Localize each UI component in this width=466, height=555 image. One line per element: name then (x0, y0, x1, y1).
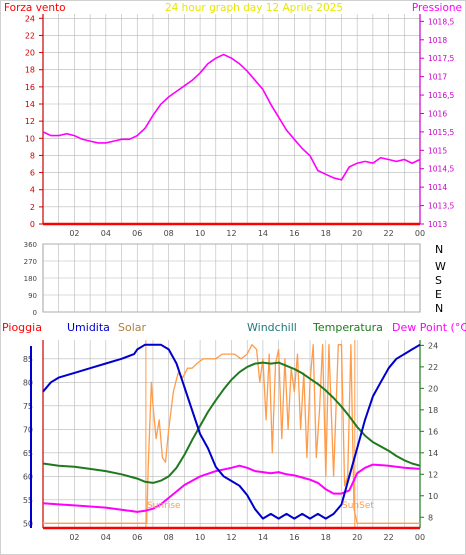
wind-tick-label: 4 (30, 186, 35, 195)
humidity-tick-label: 80 (23, 378, 33, 387)
series-pressione (42, 53, 421, 181)
compass-label: N (435, 302, 443, 315)
x-tick-label: 20 (352, 533, 362, 542)
wind-tick-label: 24 (25, 14, 35, 23)
x-tick-label: 10 (195, 533, 205, 542)
x-tick-label: 14 (258, 229, 268, 238)
x-tick-label: 06 (132, 533, 142, 542)
x-tick-label: 04 (101, 533, 111, 542)
temperature-label: Temperatura (312, 321, 383, 334)
x-tick-label: 20 (352, 229, 362, 238)
pressure-tick-label: 1014 (428, 183, 447, 192)
temperature-tick-label: 12 (428, 470, 438, 479)
temperature-tick-label: 18 (428, 406, 438, 415)
pressure-tick-label: 1018 (428, 36, 447, 45)
temperature-tick-label: 24 (428, 341, 438, 350)
direction-tick-label: 90 (28, 292, 37, 300)
humidity-tick-label: 65 (23, 449, 33, 458)
x-tick-label: 04 (101, 229, 111, 238)
x-tick-label: 18 (321, 229, 331, 238)
humidity-label: Umidita (67, 321, 110, 334)
x-tick-label: 12 (226, 229, 236, 238)
pressure-tick-label: 1013 (428, 220, 447, 229)
x-tick-label: 06 (132, 229, 142, 238)
wind-tick-label: 18 (25, 66, 35, 75)
temperature-tick-label: 16 (428, 427, 438, 436)
rain-label: Pioggia (2, 321, 42, 334)
wind-tick-label: 12 (25, 117, 35, 126)
pressure-tick-label: 1015,5 (428, 128, 454, 137)
series-dew-point (42, 463, 421, 513)
wind-tick-label: 6 (30, 169, 35, 178)
pressure-tick-label: 1013,5 (428, 202, 454, 211)
direction-tick-label: 0 (33, 309, 37, 317)
x-tick-label: 22 (383, 229, 393, 238)
series-solar (43, 344, 420, 524)
direction-tick-label: 270 (24, 258, 37, 266)
wind-tick-label: 20 (25, 49, 35, 58)
x-tick-label: 10 (195, 229, 205, 238)
humidity-tick-label: 85 (23, 355, 33, 364)
humidity-temperature-chart: 50 55 60 65 70 75 80 85 8 10 12 14 16 18 20 22 24 02 04 06 0… (23, 340, 438, 542)
pressure-wind-chart: 02468101214161820222410131013,510141014,… (25, 14, 454, 238)
direction-tick-label: 360 (24, 241, 37, 249)
x-tick-label: 12 (226, 533, 236, 542)
x-tick-label: 08 (164, 229, 174, 238)
x-tick-label: 18 (321, 533, 331, 542)
pressure-tick-label: 1015 (428, 146, 447, 155)
temperature-tick-label: 10 (428, 492, 438, 501)
temperature-tick-label: 8 (428, 513, 433, 522)
temperature-tick-label: 22 (428, 363, 438, 372)
compass-label: N (435, 243, 443, 256)
series-temperatura (42, 361, 421, 484)
compass-label: S (435, 274, 442, 287)
chart-title: 24 hour graph day 12 Aprile 2025 (165, 2, 343, 14)
pressure-tick-label: 1018,5 (428, 17, 454, 26)
sunset-label: SunSet (342, 501, 374, 511)
windchill-label: Windchill (247, 321, 297, 334)
solar-label: Solar (118, 321, 147, 334)
humidity-tick-label: 70 (23, 425, 33, 434)
humidity-tick-label: 55 (23, 496, 33, 505)
x-tick-label: 16 (289, 533, 299, 542)
humidity-tick-label: 50 (23, 519, 33, 528)
pressure-tick-label: 1017,5 (428, 54, 454, 63)
humidity-tick-label: 60 (23, 472, 33, 481)
x-tick-label: 22 (383, 533, 393, 542)
x-tick-label: 00 (415, 533, 425, 542)
x-tick-label: 16 (289, 229, 299, 238)
temperature-tick-label: 20 (428, 384, 438, 393)
wind-tick-label: 14 (25, 100, 35, 109)
temperature-tick-label: 14 (428, 449, 438, 458)
pressure-axis-title: Pressione (412, 2, 462, 14)
pressure-tick-label: 1016,5 (428, 91, 454, 100)
dewpoint-label: Dew Point (°C) (392, 321, 466, 334)
wind-tick-label: 2 (30, 203, 35, 212)
x-tick-label: 14 (258, 533, 268, 542)
x-tick-label: 02 (69, 229, 79, 238)
x-tick-label: 00 (415, 229, 425, 238)
series-umidita (42, 343, 421, 520)
compass-label: W (435, 260, 446, 273)
pressure-tick-label: 1017 (428, 73, 447, 82)
wind-tick-label: 16 (25, 83, 35, 92)
wind-tick-label: 22 (25, 31, 35, 40)
pressure-tick-label: 1016 (428, 109, 447, 118)
compass-label: E (435, 288, 442, 301)
x-tick-label: 02 (69, 533, 79, 542)
wind-tick-label: 0 (30, 220, 35, 229)
wind-tick-label: 10 (25, 134, 35, 143)
humidity-tick-label: 75 (23, 402, 33, 411)
wind-axis-title: Forza vento (4, 2, 66, 14)
wind-tick-label: 8 (30, 151, 35, 160)
pressure-tick-label: 1014,5 (428, 165, 454, 174)
direction-tick-label: 180 (24, 275, 37, 283)
x-tick-label: 08 (164, 533, 174, 542)
sunrise-label: Sunrise (147, 501, 181, 511)
